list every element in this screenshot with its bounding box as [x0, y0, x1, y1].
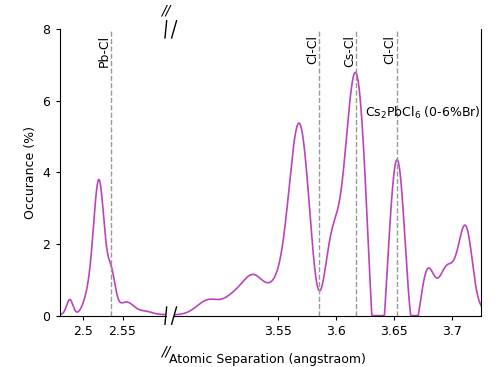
Y-axis label: Occurance (%): Occurance (%) [24, 126, 37, 219]
Text: //: // [161, 4, 171, 18]
Text: Atomic Separation (angstraom): Atomic Separation (angstraom) [170, 353, 366, 366]
Text: Cs$_2$PbCl$_6$ (0-6%Br): Cs$_2$PbCl$_6$ (0-6%Br) [365, 105, 481, 121]
Text: Cl-Cl: Cl-Cl [306, 35, 319, 64]
Text: Pb-Cl: Pb-Cl [98, 35, 111, 67]
Text: Cl-Cl: Cl-Cl [383, 35, 396, 64]
Text: Cs-Cl: Cs-Cl [343, 35, 356, 67]
Text: //: // [161, 344, 171, 358]
